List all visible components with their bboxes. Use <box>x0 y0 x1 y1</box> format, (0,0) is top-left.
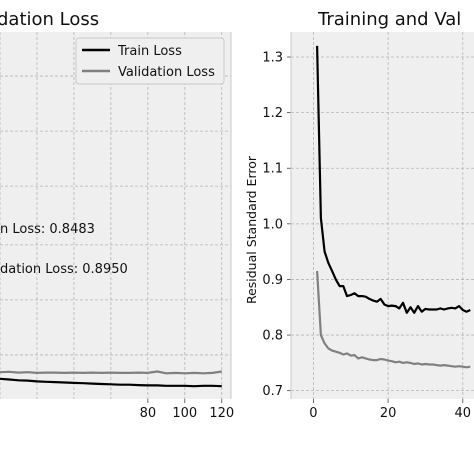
right-x-tick-label: 40 <box>455 406 472 421</box>
right-y-tick-label: 1.1 <box>262 162 283 177</box>
left-x-tick-label: 100 <box>172 406 197 421</box>
left-lines <box>0 370 222 388</box>
right-grid <box>291 32 474 399</box>
right-x-tick-label: 0 <box>309 406 317 421</box>
right-y-tick-label: 0.7 <box>262 384 283 399</box>
left-plot-area <box>0 32 231 399</box>
left-chart: 80 100 120 dation Loss n Loss: 0.8483 dati… <box>0 9 234 421</box>
right-y-tick-label: 1.2 <box>262 106 283 121</box>
right-lines <box>316 45 471 369</box>
right-x-tick-label: 20 <box>380 406 397 421</box>
left-x-tick-label: 120 <box>209 406 234 421</box>
right-series-train-line <box>316 45 471 314</box>
legend-label-validation: Validation Loss <box>118 65 215 80</box>
right-chart-title: Training and Val <box>317 9 461 30</box>
legend-label-train: Train Loss <box>117 44 182 59</box>
right-y-tick-label: 0.9 <box>262 273 283 288</box>
right-y-tick-label: 1.3 <box>262 51 283 66</box>
right-series-validation-line <box>316 271 471 369</box>
legend-box <box>75 37 225 85</box>
right-y-tick-label: 0.8 <box>262 329 283 344</box>
right-chart: 0 20 40 0.7 0.8 0.9 1.0 1.1 1.2 1.3 Training and… <box>244 9 474 421</box>
left-grid <box>0 32 231 399</box>
right-x-ticks: 0 20 40 <box>309 399 471 421</box>
right-y-tick-label: 1.0 <box>262 217 283 232</box>
left-legend: Train Loss Validation Loss <box>75 37 225 85</box>
left-annotation-train: n Loss: 0.8483 <box>0 222 95 237</box>
right-y-ticks: 0.7 0.8 0.9 1.0 1.1 1.2 1.3 <box>262 51 291 399</box>
left-series-train-loss-line <box>0 377 222 388</box>
left-x-tick-label: 80 <box>140 406 157 421</box>
left-series-validation-loss-line <box>0 370 222 375</box>
left-chart-title: dation Loss <box>0 9 99 30</box>
left-annotation-val: dation Loss: 0.8950 <box>0 262 128 277</box>
left-x-ticks: 80 100 120 <box>140 399 234 421</box>
right-y-axis-label: Residual Standard Error <box>244 155 259 304</box>
